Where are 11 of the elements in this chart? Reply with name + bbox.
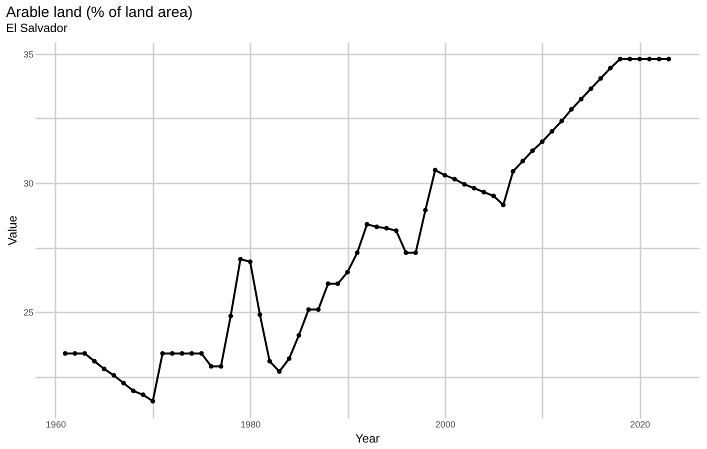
x-axis-title: Year [355,432,380,446]
y-axis-title: Value [5,215,20,246]
x-tick-label: 1960 [46,420,66,430]
chart-title: Arable land (% of land area) [6,4,193,21]
y-tick-label: 30 [23,178,34,188]
chart-subtitle: El Salvador [6,21,68,35]
x-tick-label: 2020 [630,420,650,430]
y-tick-label: 35 [23,49,34,60]
x-tick-label: 1980 [240,420,261,430]
y-tick-label: 25 [23,308,34,318]
x-tick-label: 2000 [435,420,456,430]
